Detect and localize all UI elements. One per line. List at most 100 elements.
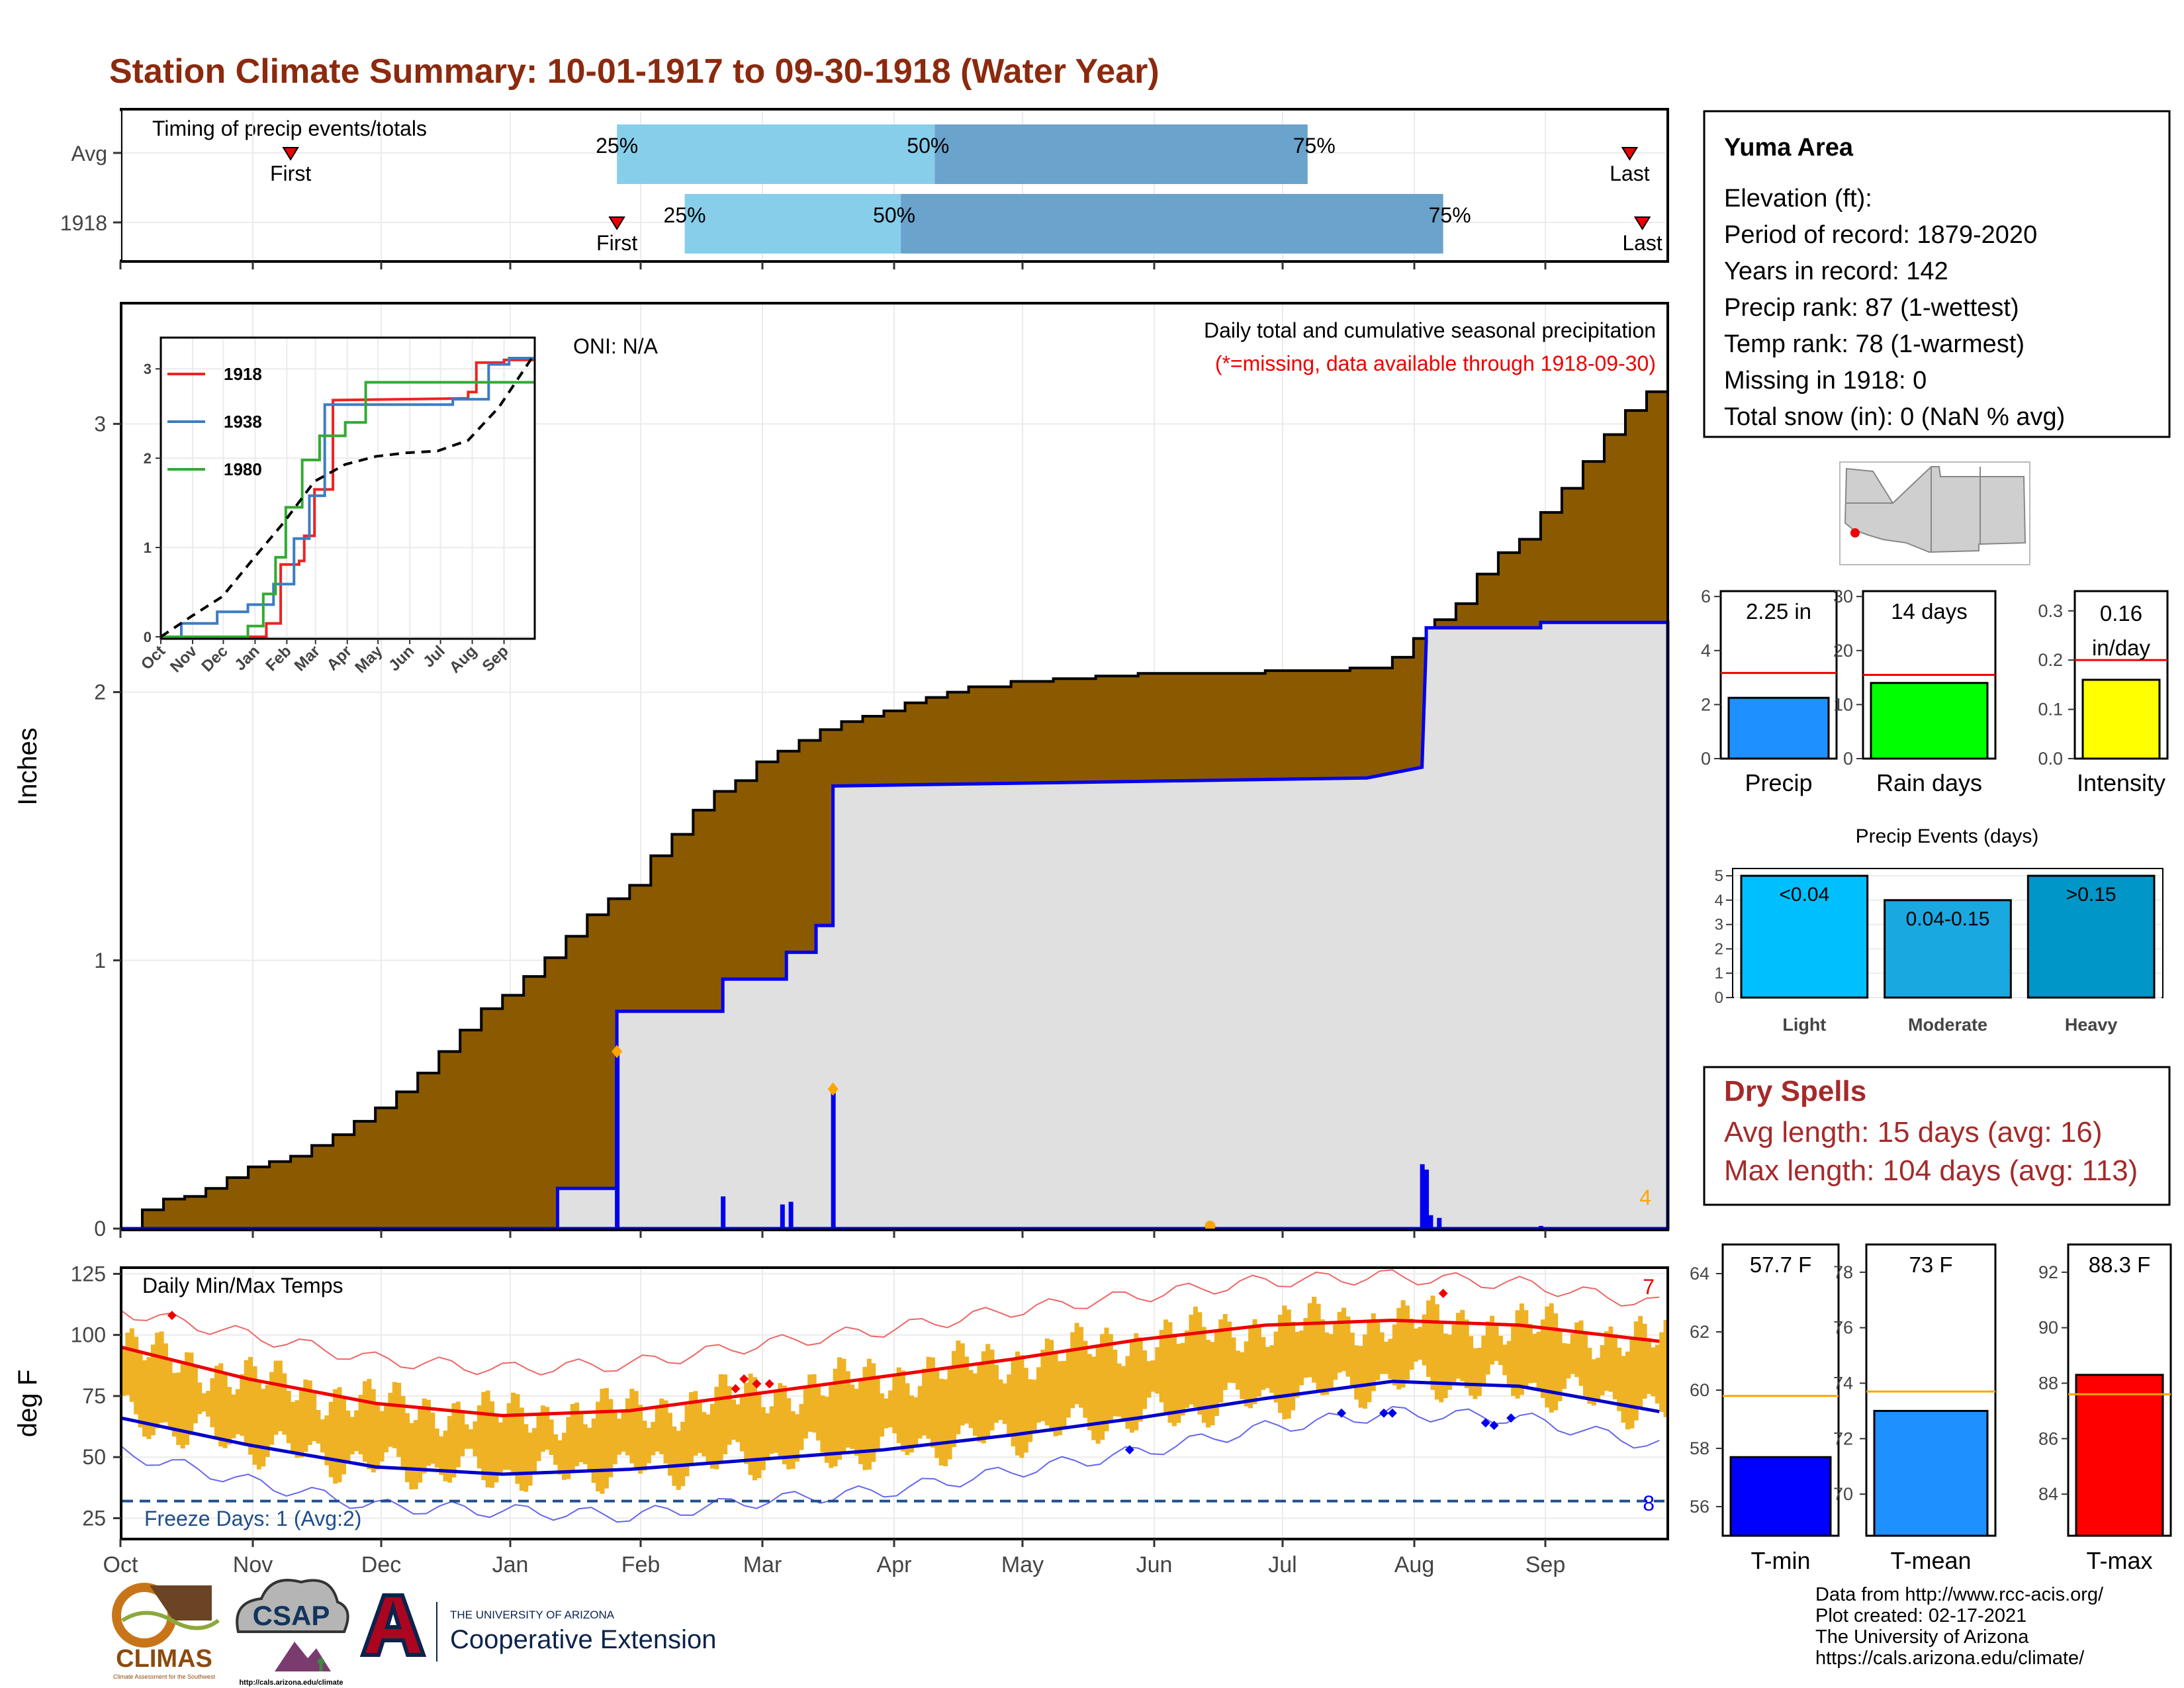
temp-day-bar <box>574 1402 580 1466</box>
temp-day-bar <box>532 1428 537 1474</box>
temp-day-bar <box>1405 1305 1410 1380</box>
temp-day-bar <box>298 1389 304 1458</box>
inset-series-1980 <box>161 381 535 638</box>
temp-day-bar <box>1498 1335 1503 1366</box>
temp-day-bar <box>1303 1318 1308 1378</box>
temp-day-bar <box>210 1378 215 1428</box>
main-x-ticks <box>119 1230 1547 1238</box>
temp-day-bar <box>884 1398 889 1429</box>
temp-day-bar <box>1193 1306 1198 1407</box>
timing-bar-q50-q75 <box>901 194 1443 254</box>
temp-day-bar <box>400 1395 406 1470</box>
temp-day-bar <box>824 1397 829 1463</box>
temp-day-bar <box>1028 1379 1033 1442</box>
temp-day-bar <box>947 1367 952 1460</box>
summary-y-tick-label: 76 <box>1833 1318 1853 1338</box>
temp-day-bar <box>498 1422 503 1476</box>
temp-day-bar <box>540 1405 545 1452</box>
csap-logo: CSAP http://cals.arizona.edu/climate <box>236 1579 349 1687</box>
temp-day-bar <box>1638 1316 1643 1409</box>
temp-day-bar <box>1307 1303 1312 1378</box>
temp-day-bar <box>582 1424 588 1465</box>
temp-day-bar <box>1604 1331 1609 1391</box>
avg-min-line <box>120 1380 1660 1476</box>
last-event-marker <box>1633 216 1651 230</box>
record-high-marker <box>731 1383 741 1393</box>
temp-day-bar <box>1642 1323 1647 1399</box>
dry-spells-frame <box>1703 1066 2171 1206</box>
temp-day-bar <box>816 1384 821 1441</box>
temp-day-bar <box>866 1358 872 1470</box>
record-low-marker <box>1379 1408 1389 1418</box>
temp-day-bar <box>1557 1330 1563 1401</box>
temp-day-bar <box>964 1356 970 1424</box>
temp-day-bar <box>1142 1350 1148 1409</box>
temp-day-bar <box>596 1401 601 1491</box>
summary-value-label: 88.3 F <box>2089 1252 2151 1277</box>
month-label: Apr <box>877 1552 912 1577</box>
inset-series-lines <box>159 353 536 638</box>
temp-day-bar <box>121 1347 126 1396</box>
temp-day-bar <box>469 1429 474 1449</box>
inset-legend-label: 1980 <box>224 459 262 479</box>
footer-line: https://cals.arizona.edu/climate/ <box>1815 1648 2085 1669</box>
temp-day-bar <box>1113 1349 1118 1417</box>
temp-day-bar <box>1286 1309 1291 1419</box>
temp-day-bar <box>684 1405 690 1477</box>
month-label: Jan <box>492 1552 529 1577</box>
temp-day-bar <box>617 1419 622 1455</box>
temp-day-bar <box>439 1436 444 1476</box>
temp-day-bar <box>1532 1333 1537 1383</box>
temp-day-bar <box>790 1411 796 1469</box>
temp-day-bar <box>972 1373 978 1436</box>
temp-day-bar <box>1553 1313 1559 1411</box>
temp-day-bar <box>1527 1324 1533 1383</box>
dry-spells-avg: Avg length: 15 days (avg: 16) <box>1724 1116 2103 1149</box>
summary-y-tick-label: 86 <box>2038 1429 2058 1448</box>
inset-gridlines <box>160 339 533 637</box>
temp-day-bar <box>1502 1344 1508 1376</box>
temp-panel-label: Daily Min/Max Temps <box>142 1274 343 1297</box>
daily-precip-bar <box>1420 1164 1425 1229</box>
main-y-tick-label: 2 <box>94 680 106 704</box>
temp-day-bar <box>193 1365 198 1424</box>
temp-day-bar <box>1663 1319 1668 1417</box>
temp-day-bar <box>1494 1322 1499 1361</box>
temp-day-bar <box>1201 1327 1206 1423</box>
temp-day-bar <box>1506 1340 1512 1387</box>
temp-day-bar <box>795 1414 800 1462</box>
daily-precip-bar <box>1538 1225 1543 1229</box>
temp-day-bar <box>1354 1345 1359 1400</box>
daily-precip-bar <box>615 1051 620 1229</box>
temp-day-bar <box>1536 1331 1541 1389</box>
temp-day-bar <box>1625 1351 1630 1430</box>
temp-day-bar <box>1659 1332 1664 1413</box>
temp-day-bar <box>829 1385 834 1468</box>
avg-max-line <box>120 1319 1660 1417</box>
month-label: Feb <box>621 1552 660 1577</box>
temp-day-bar <box>1231 1337 1236 1383</box>
csap-cactus-icon <box>318 1658 324 1671</box>
climas-logo-sun <box>150 1585 212 1620</box>
temp-day-bar <box>1138 1337 1143 1422</box>
temp-day-bar <box>256 1380 261 1470</box>
temp-day-bar <box>1163 1319 1169 1414</box>
timing-bar-q25-q50 <box>684 194 901 254</box>
temp-day-bar <box>1197 1312 1203 1415</box>
temp-day-bar <box>396 1382 402 1457</box>
record-low-marker <box>1124 1445 1134 1455</box>
temp-day-bar <box>943 1379 948 1467</box>
month-label: Dec <box>361 1552 401 1577</box>
month-label: May <box>1001 1552 1044 1577</box>
temp-day-bar <box>1095 1347 1101 1444</box>
timing-q75-label: 75% <box>1293 134 1336 158</box>
temp-day-bar <box>1146 1361 1152 1398</box>
first-event-marker <box>608 216 625 230</box>
temp-daily-bars <box>121 1295 1668 1494</box>
temp-day-bar <box>1070 1332 1075 1409</box>
temp-day-bar <box>477 1405 482 1469</box>
temp-day-bar <box>934 1368 940 1458</box>
summary-value-label: 0.16 <box>2100 601 2142 626</box>
temp-day-bar <box>1100 1334 1105 1440</box>
